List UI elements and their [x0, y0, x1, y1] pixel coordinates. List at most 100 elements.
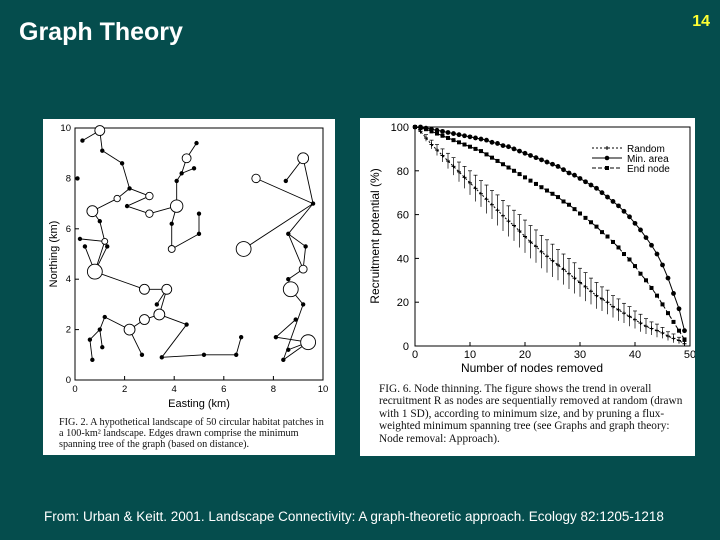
figure2-plot-frame [74, 127, 324, 381]
graph-edge [161, 324, 187, 358]
habitat-patch [127, 186, 132, 191]
habitat-patch [179, 171, 184, 176]
min-area-point [654, 251, 660, 257]
random-point [545, 254, 549, 259]
habitat-patch [297, 152, 310, 165]
random-point [655, 328, 659, 333]
end-node-point [589, 220, 593, 225]
habitat-patch [105, 244, 110, 249]
min-area-point [638, 227, 643, 233]
habitat-patch [174, 178, 179, 184]
end-node-point [435, 131, 439, 136]
random-point [495, 208, 500, 213]
graph-edge [102, 150, 123, 164]
random-point [473, 186, 478, 191]
min-area-point [555, 164, 561, 169]
end-node-point [605, 234, 610, 239]
x-tick-label: 50 [684, 349, 695, 361]
random-point [539, 249, 544, 254]
x-tick-label: 6 [221, 384, 226, 395]
random-point [611, 304, 615, 309]
figure6-ylabel: Recruitment potential (%) [368, 168, 382, 303]
min-area-point [594, 185, 599, 191]
min-area-point [445, 130, 451, 135]
end-node-point [446, 135, 450, 140]
habitat-patch [169, 221, 174, 226]
y-tick-label: 40 [397, 253, 409, 265]
end-node-point [622, 252, 626, 257]
y-tick-label: 100 [391, 122, 409, 134]
min-area-point [588, 182, 594, 188]
end-node-point [649, 285, 654, 290]
random-point [600, 296, 604, 301]
end-node-point [578, 211, 582, 216]
random-point [605, 300, 610, 305]
min-area-point [500, 143, 506, 149]
end-node-point [567, 202, 571, 207]
habitat-patch [181, 153, 192, 164]
random-point [468, 180, 472, 185]
habitat-patch [101, 237, 109, 245]
end-node-point [484, 152, 489, 157]
habitat-patch [153, 308, 166, 321]
figure2-xlabel: Easting (km) [168, 398, 230, 410]
random-point [666, 334, 670, 339]
x-tick-label: 0 [72, 384, 77, 395]
citation: From: Urban & Keitt. 2001. Landscape Con… [44, 509, 664, 524]
end-node-point [534, 181, 538, 186]
random-point [512, 223, 516, 228]
x-tick-label: 4 [172, 384, 177, 395]
habitat-patch [310, 201, 316, 206]
end-node-point [523, 175, 527, 180]
habitat-patch [82, 244, 88, 249]
random-point [556, 262, 560, 267]
habitat-patch [286, 231, 291, 237]
min-area-point [605, 194, 610, 200]
random-point [638, 321, 643, 326]
habitat-patch [283, 178, 288, 184]
graph-edge [302, 158, 314, 204]
end-node-point [479, 149, 483, 154]
min-area-point [462, 133, 467, 139]
habitat-patch [154, 302, 160, 307]
min-area-point [583, 179, 588, 185]
end-node-point [501, 162, 505, 167]
random-point [589, 289, 593, 294]
min-area-point [682, 328, 687, 334]
random-point [479, 191, 483, 196]
figure6-panel: 0 10 20 30 40 50 0 20 40 60 80 100 Random Min. area… [360, 118, 695, 456]
end-node-point [539, 185, 544, 190]
end-node-point [545, 188, 549, 193]
min-area-point [676, 306, 682, 312]
end-node-point [561, 199, 566, 204]
graph-edge [282, 304, 304, 360]
end-node-point [440, 133, 445, 138]
random-point [506, 219, 511, 224]
legend-label: End node [627, 164, 670, 175]
habitat-patch [161, 283, 173, 295]
legend-label: Min. area [627, 154, 669, 165]
legend-marker [605, 146, 609, 150]
x-tick-label: 8 [271, 384, 276, 395]
random-point [523, 234, 527, 239]
end-node-point [473, 146, 478, 151]
habitat-patch [273, 334, 279, 340]
graph-edge [99, 316, 106, 330]
graph-edge [89, 329, 101, 340]
end-node-point [517, 172, 522, 177]
end-node-point [429, 129, 434, 134]
random-point [424, 135, 428, 140]
min-area-point [478, 136, 484, 142]
page-number: 14 [692, 13, 710, 30]
random-point [622, 311, 626, 316]
end-node-point [638, 271, 643, 276]
min-area-point [660, 262, 665, 268]
end-node-point [611, 239, 615, 244]
y-tick-label: 0 [403, 341, 409, 353]
graph-edge [255, 177, 314, 205]
x-tick-label: 40 [629, 349, 641, 361]
figure2-caption: FIG. 2. A hypothetical landscape of 50 c… [59, 417, 324, 450]
y-tick-label: 10 [60, 123, 71, 134]
random-point [484, 197, 489, 202]
